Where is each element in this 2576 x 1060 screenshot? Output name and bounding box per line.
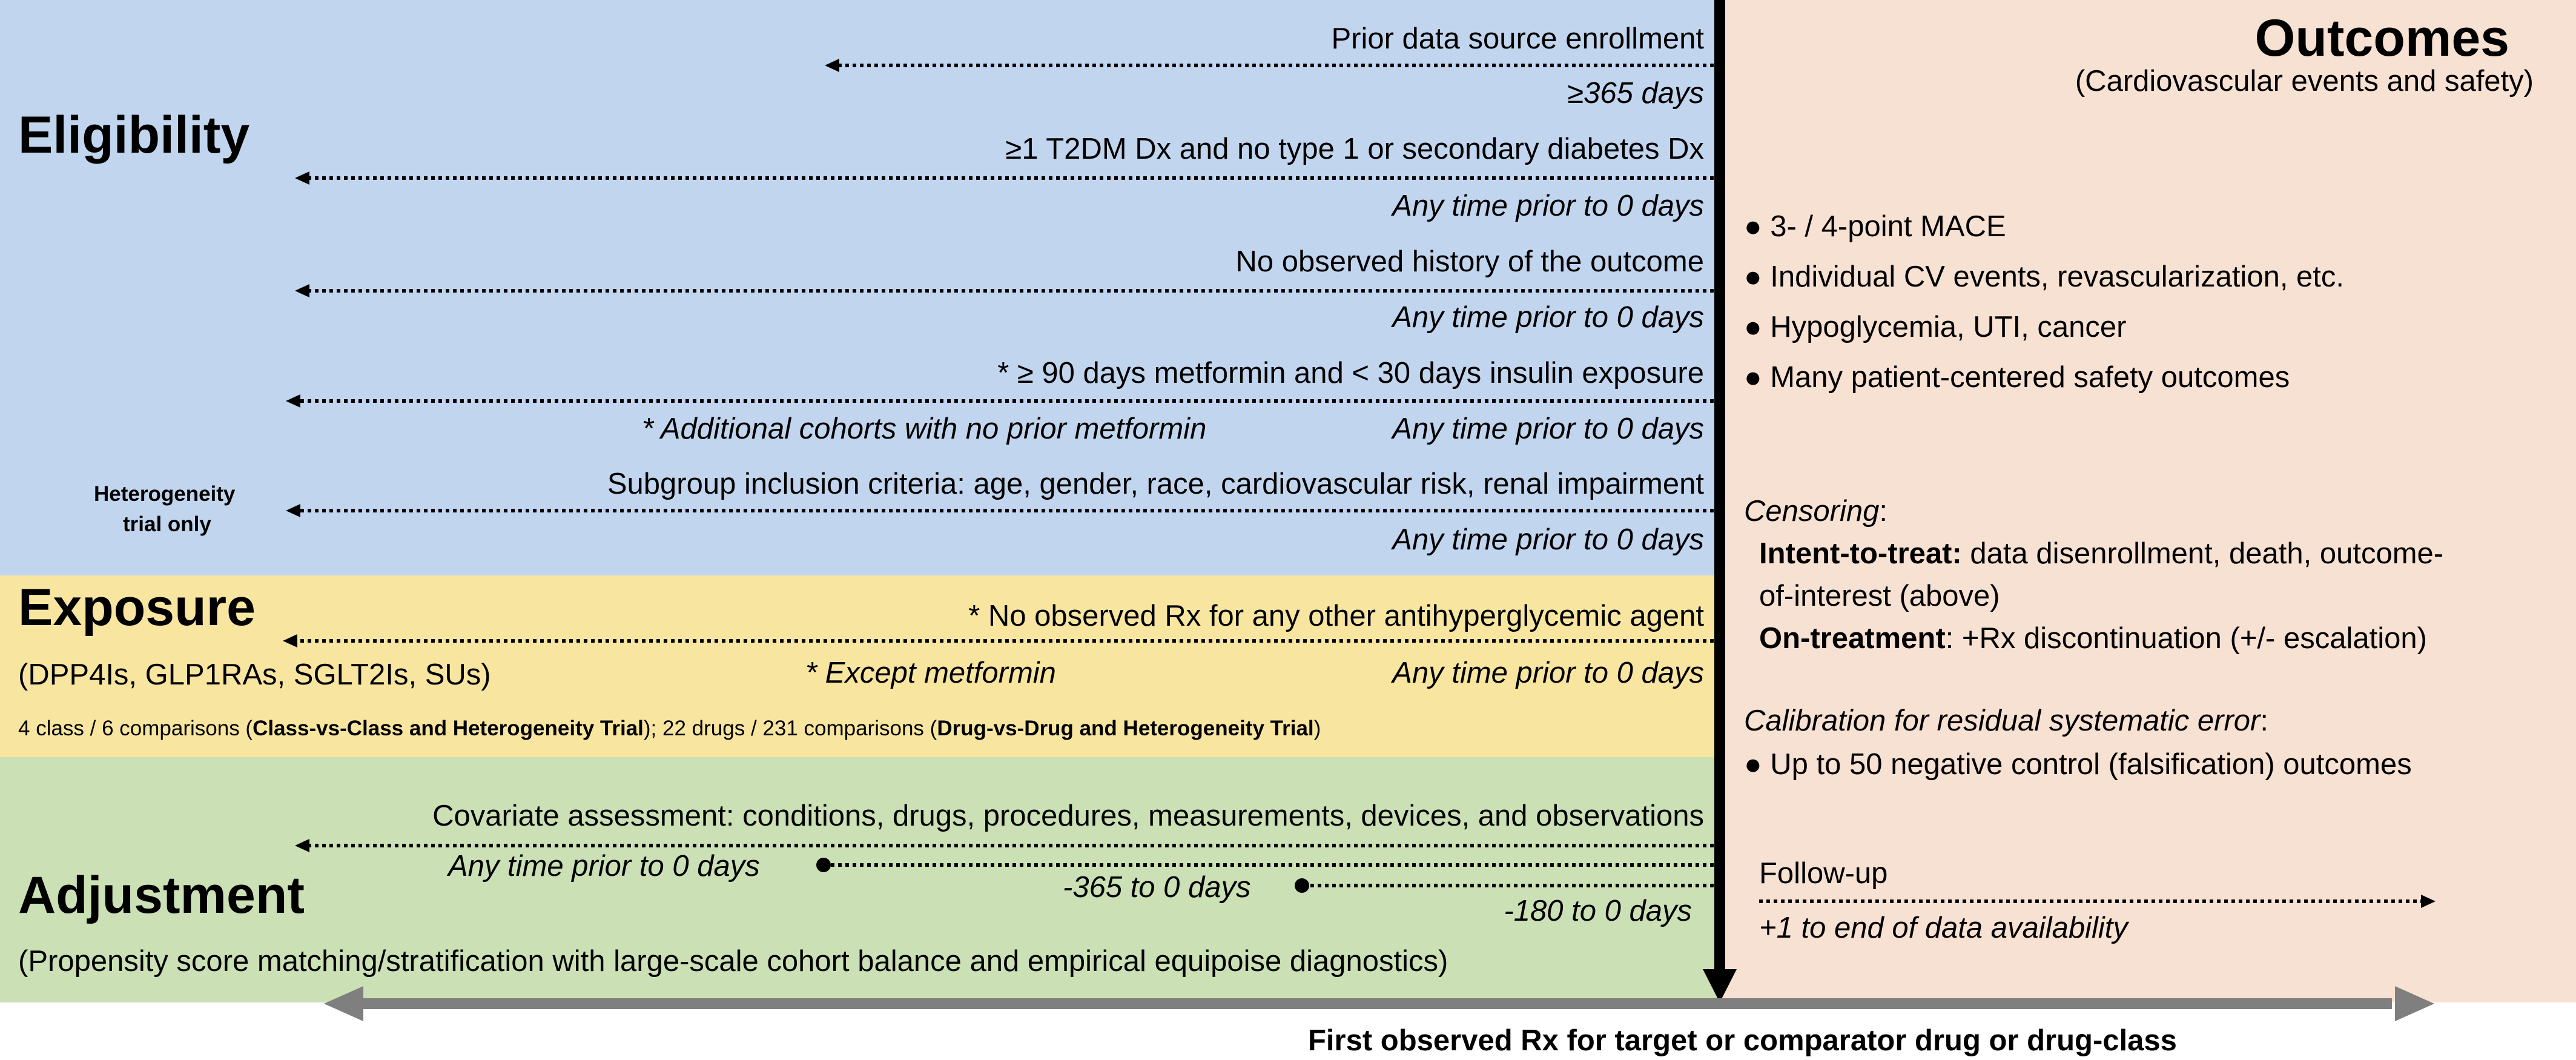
eligibility-title: Eligibility: [18, 106, 250, 164]
heterogeneity-note-line1: Heterogeneity: [94, 482, 236, 506]
heterogeneity-note-line2: trial only: [123, 512, 211, 536]
outcomes-title: Outcomes: [2254, 9, 2509, 67]
on-treatment-line: On-treatment: +Rx discontinuation (+/- e…: [1759, 622, 2427, 655]
followup-window: +1 to end of data availability: [1759, 912, 2128, 944]
outcome-bullet-item: ● Hypoglycemia, UTI, cancer: [1744, 311, 2127, 343]
exposure-panel: [0, 575, 1720, 757]
exposure-criterion: * No observed Rx for any other antihyper…: [968, 600, 1704, 632]
intent-to-treat-line: Intent-to-treat: data disenrollment, dea…: [1759, 537, 2444, 570]
covariate-window-180: -180 to 0 days: [1504, 895, 1692, 927]
calibration-heading: Calibration for residual systematic erro…: [1744, 704, 2268, 737]
metformin-window: Any time prior to 0 days: [1392, 412, 1704, 445]
followup-label: Follow-up: [1759, 857, 1888, 890]
covariate-window-any: Any time prior to 0 days: [448, 850, 760, 883]
exposure-window: Any time prior to 0 days: [1392, 657, 1704, 689]
timeline-left-arrowhead: [324, 986, 363, 1021]
eligibility-panel: [0, 0, 1720, 575]
enrollment-label: Prior data source enrollment: [1331, 22, 1704, 55]
subgroup-window: Any time prior to 0 days: [1392, 523, 1704, 556]
outcome-bullet-item: ● 3- / 4-point MACE: [1744, 210, 2006, 243]
adjustment-subtitle: (Propensity score matching/stratificatio…: [18, 945, 1448, 978]
exposure-note: * Except metformin: [805, 657, 1056, 689]
index-date-arrowhead: [1703, 969, 1737, 1002]
adjustment-panel: [0, 757, 1720, 1002]
outcome-bullet-item: ● Individual CV events, revascularizatio…: [1744, 260, 2345, 293]
t2dm-label: ≥1 T2DM Dx and no type 1 or secondary di…: [1005, 133, 1704, 165]
outcomes-panel: [1720, 0, 2576, 1002]
subgroup-label: Subgroup inclusion criteria: age, gender…: [607, 468, 1704, 500]
outcome-history-window: Any time prior to 0 days: [1392, 301, 1704, 334]
calibration-bullet: ● Up to 50 negative control (falsificati…: [1744, 748, 2412, 781]
intent-to-treat-line-2: of-interest (above): [1759, 580, 2000, 612]
covariate-180-start-dot: [1295, 878, 1309, 893]
covariate-window-365: -365 to 0 days: [1063, 871, 1251, 904]
outcome-bullet-item: ● Many patient-centered safety outcomes: [1744, 361, 2290, 394]
outcome-history-label: No observed history of the outcome: [1235, 245, 1704, 278]
timeline-right-arrowhead: [2395, 986, 2434, 1021]
exposure-subtitle: (DPP4Is, GLP1RAs, SGLT2Is, SUs): [18, 658, 491, 691]
covariate-365-start-dot: [816, 858, 831, 872]
enrollment-window: ≥365 days: [1567, 77, 1704, 110]
covariate-label: Covariate assessment: conditions, drugs,…: [432, 800, 1704, 832]
exposure-title: Exposure: [18, 578, 256, 637]
outcomes-subtitle: (Cardiovascular events and safety): [2075, 65, 2534, 98]
metformin-label: * ≥ 90 days metformin and < 30 days insu…: [997, 357, 1704, 389]
censoring-heading: Censoring:: [1744, 495, 1887, 528]
metformin-note: * Additional cohorts with no prior metfo…: [642, 412, 1207, 445]
t2dm-window: Any time prior to 0 days: [1392, 190, 1704, 222]
index-date-label: First observed Rx for target or comparat…: [1308, 1024, 2177, 1057]
comparisons-text: 4 class / 6 comparisons (Class-vs-Class …: [18, 717, 1321, 740]
adjustment-title: Adjustment: [18, 866, 305, 924]
